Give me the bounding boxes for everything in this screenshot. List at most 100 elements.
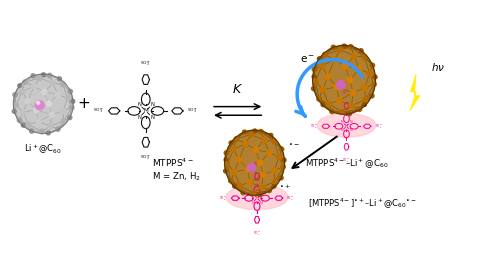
- Ellipse shape: [226, 185, 287, 210]
- Circle shape: [280, 165, 285, 169]
- Circle shape: [31, 84, 37, 89]
- Circle shape: [356, 107, 361, 112]
- Text: M: M: [143, 108, 148, 113]
- Text: MTPPS$^{4-}$–Li$^+$@C$_{60}$: MTPPS$^{4-}$–Li$^+$@C$_{60}$: [304, 157, 387, 171]
- Circle shape: [272, 179, 277, 184]
- Circle shape: [71, 99, 75, 103]
- Circle shape: [69, 105, 74, 110]
- Text: $^{\bullet+}$: $^{\bullet+}$: [279, 183, 290, 192]
- Text: M = Zn, H$_2$: M = Zn, H$_2$: [151, 170, 200, 183]
- Circle shape: [278, 176, 283, 180]
- Text: $K$: $K$: [232, 83, 242, 96]
- Circle shape: [46, 101, 51, 107]
- Circle shape: [231, 169, 236, 174]
- Circle shape: [372, 75, 376, 79]
- Text: SO$_3^-$: SO$_3^-$: [342, 156, 350, 164]
- Circle shape: [336, 81, 345, 89]
- Circle shape: [325, 101, 331, 107]
- Circle shape: [320, 103, 324, 107]
- Circle shape: [337, 47, 342, 52]
- Circle shape: [247, 180, 252, 185]
- Circle shape: [241, 191, 244, 195]
- Circle shape: [57, 77, 61, 81]
- Circle shape: [335, 98, 341, 103]
- Circle shape: [60, 108, 65, 113]
- Circle shape: [319, 63, 324, 68]
- Circle shape: [21, 123, 25, 127]
- Circle shape: [20, 109, 26, 114]
- Text: N: N: [340, 120, 343, 124]
- Text: N: N: [259, 192, 262, 196]
- Circle shape: [17, 118, 22, 122]
- Circle shape: [276, 154, 281, 159]
- Circle shape: [312, 75, 315, 79]
- Text: SO$_3^-$: SO$_3^-$: [140, 154, 151, 162]
- Text: SO$_3^-$: SO$_3^-$: [374, 122, 382, 130]
- Text: [MTPPS$^{4-}$]$^{\bullet+}$–Li$^+$@C$_{60}$$^{\bullet-}$: [MTPPS$^{4-}$]$^{\bullet+}$–Li$^+$@C$_{6…: [307, 197, 416, 211]
- Text: SO$_3^-$: SO$_3^-$: [219, 194, 227, 202]
- Circle shape: [33, 107, 39, 113]
- Circle shape: [331, 45, 335, 50]
- Circle shape: [224, 151, 228, 155]
- Text: N: N: [150, 115, 154, 120]
- Circle shape: [362, 103, 366, 107]
- Circle shape: [12, 109, 16, 113]
- Circle shape: [261, 138, 266, 143]
- Circle shape: [348, 103, 353, 108]
- Circle shape: [60, 82, 65, 87]
- Circle shape: [282, 158, 286, 162]
- Circle shape: [324, 74, 330, 79]
- Circle shape: [316, 96, 321, 101]
- Circle shape: [356, 67, 362, 72]
- Text: M: M: [255, 196, 258, 200]
- Circle shape: [228, 179, 232, 183]
- Ellipse shape: [312, 45, 375, 114]
- Circle shape: [311, 86, 315, 91]
- Circle shape: [272, 139, 276, 144]
- Circle shape: [317, 57, 321, 61]
- Circle shape: [348, 45, 352, 49]
- Text: SO$_3^-$: SO$_3^-$: [310, 122, 318, 130]
- Circle shape: [26, 122, 31, 127]
- Circle shape: [37, 76, 42, 80]
- Circle shape: [351, 54, 356, 59]
- Circle shape: [55, 92, 60, 97]
- Circle shape: [231, 147, 235, 152]
- Circle shape: [42, 89, 47, 95]
- Circle shape: [61, 118, 66, 123]
- Circle shape: [371, 82, 376, 86]
- Text: +: +: [77, 96, 90, 111]
- Circle shape: [363, 97, 367, 102]
- Circle shape: [65, 96, 70, 101]
- Text: SO$_3^-$: SO$_3^-$: [93, 107, 104, 115]
- Circle shape: [251, 191, 255, 195]
- Text: SO$_3^-$: SO$_3^-$: [286, 194, 294, 202]
- Text: SO$_3^-$: SO$_3^-$: [140, 60, 151, 68]
- Circle shape: [266, 150, 271, 155]
- Text: N: N: [137, 102, 141, 107]
- Circle shape: [242, 130, 246, 134]
- Circle shape: [340, 110, 344, 114]
- Circle shape: [244, 167, 250, 172]
- Circle shape: [68, 116, 72, 120]
- Circle shape: [319, 87, 325, 92]
- Circle shape: [232, 184, 236, 188]
- Circle shape: [242, 141, 247, 146]
- Circle shape: [342, 44, 346, 48]
- Circle shape: [347, 112, 351, 116]
- Circle shape: [358, 49, 363, 53]
- Circle shape: [313, 79, 318, 83]
- Circle shape: [228, 141, 232, 145]
- Circle shape: [279, 147, 283, 151]
- Text: N: N: [150, 102, 154, 107]
- Text: N: N: [251, 201, 254, 205]
- Circle shape: [223, 169, 227, 173]
- Circle shape: [234, 137, 238, 141]
- Ellipse shape: [224, 130, 284, 195]
- Text: $^{\bullet-}$: $^{\bullet-}$: [288, 142, 300, 151]
- Circle shape: [253, 147, 258, 152]
- Text: SO$_3^-$: SO$_3^-$: [187, 107, 198, 115]
- Circle shape: [333, 84, 339, 90]
- Circle shape: [257, 160, 262, 165]
- Circle shape: [13, 74, 73, 134]
